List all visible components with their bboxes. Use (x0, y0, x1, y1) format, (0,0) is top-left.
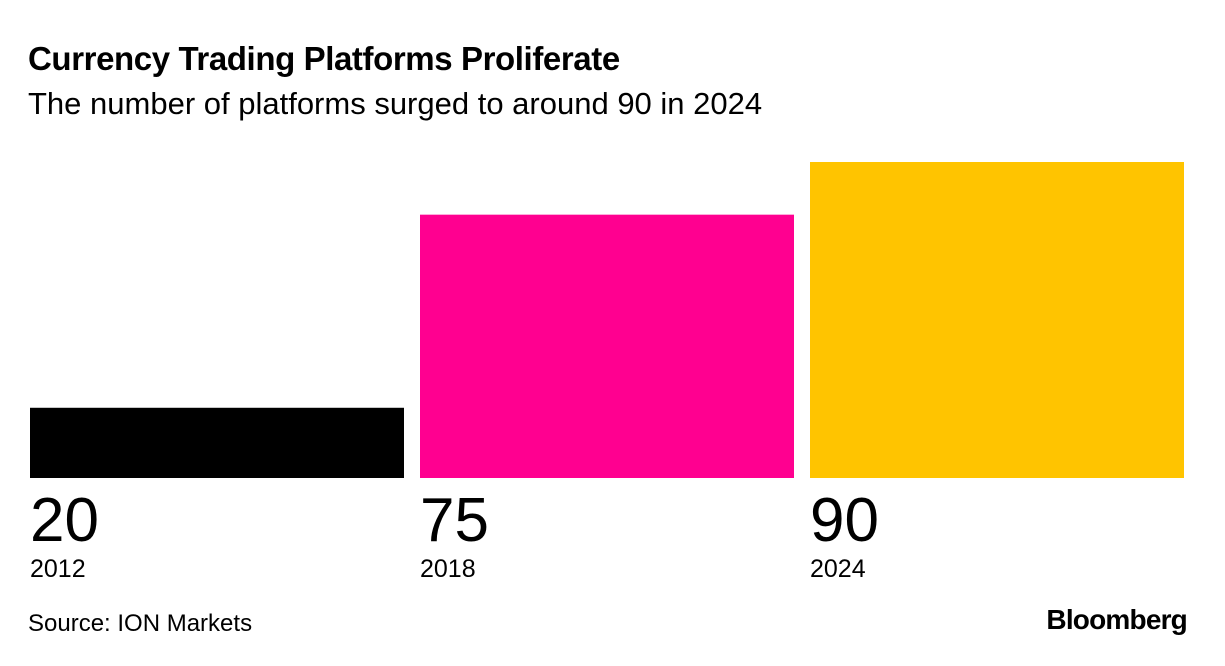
bar-2024 (810, 162, 1184, 478)
value-label-2024: 90 (810, 486, 879, 555)
bloomberg-logo: Bloomberg (1046, 604, 1187, 635)
value-label-2018: 75 (420, 486, 489, 555)
chart-subtitle: The number of platforms surged to around… (28, 86, 763, 121)
category-label-2024: 2024 (810, 555, 866, 583)
value-label-2012: 20 (30, 486, 99, 555)
category-label-2018: 2018 (420, 555, 476, 583)
bar-2018 (420, 214, 794, 478)
source-note: Source: ION Markets (28, 610, 253, 637)
bar-2012 (30, 407, 404, 478)
category-label-2012: 2012 (30, 555, 86, 583)
chart-title: Currency Trading Platforms Proliferate (28, 40, 620, 77)
